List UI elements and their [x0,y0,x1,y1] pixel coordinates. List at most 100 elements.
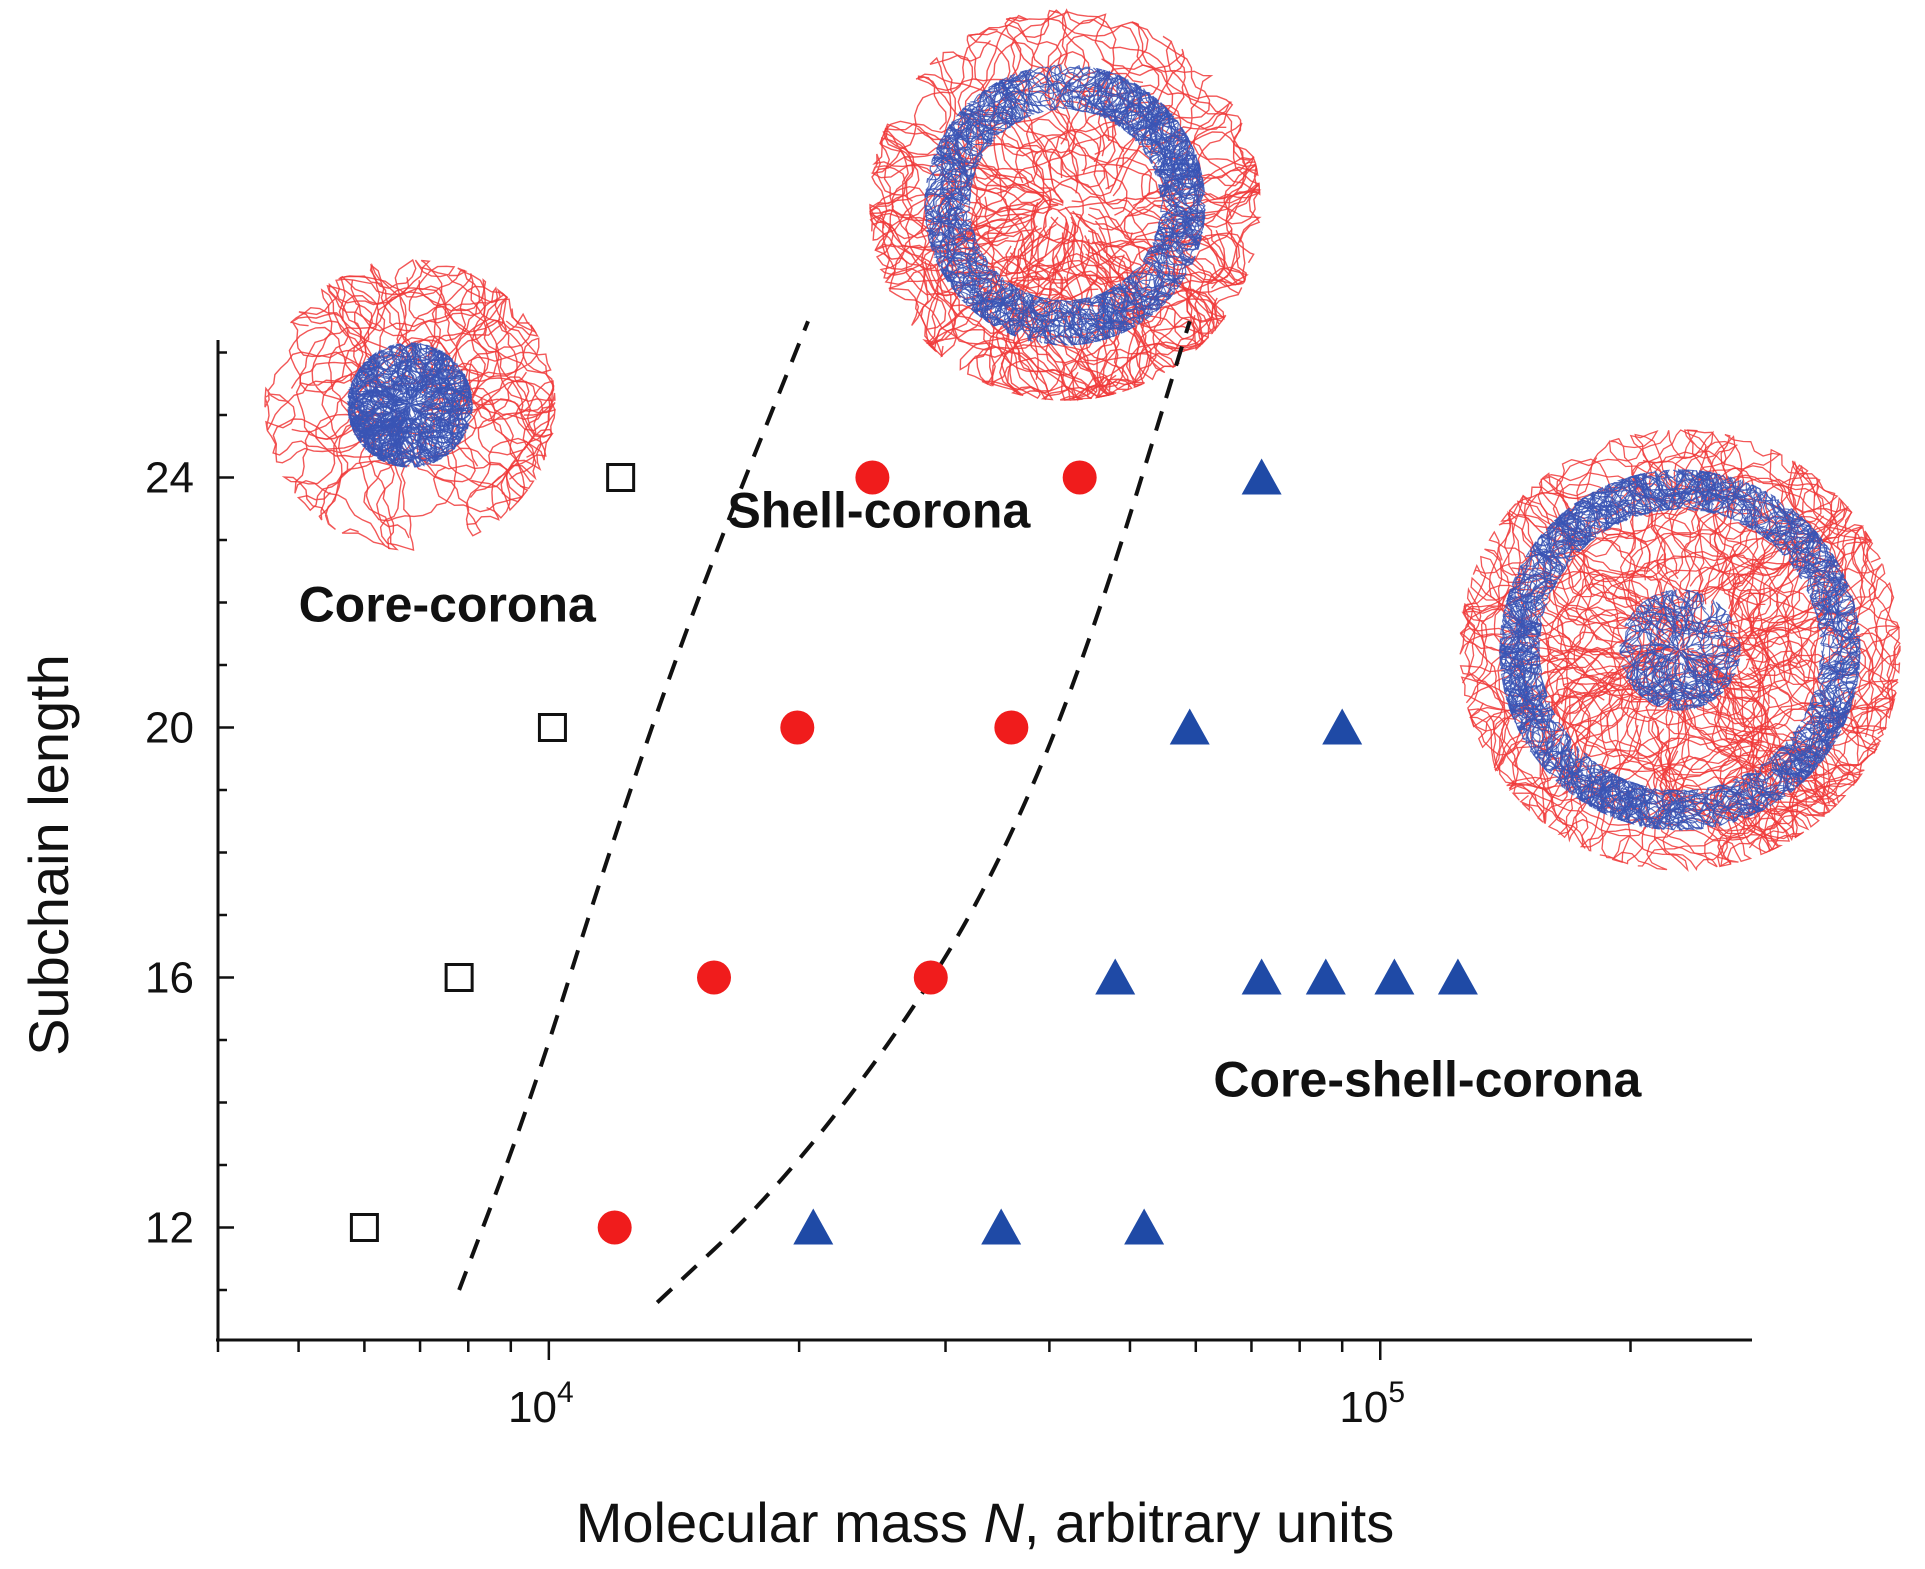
polymer-strand [1669,671,1718,712]
polymer-strand [412,363,463,434]
polymer-strand [1595,779,1644,828]
polymer-strand [1014,129,1262,289]
x-axis-title: Molecular mass N, arbitrary units [576,1491,1394,1554]
polymer-strand [982,76,1035,123]
polymer-strand [1785,527,1822,573]
polymer-strand [1052,297,1111,346]
core-shell-corona-point [1124,1208,1165,1245]
polymer-strand [936,150,977,264]
polymer-strand [1645,525,1865,726]
polymer-strand [363,262,508,370]
polymer-strand [415,354,453,423]
polymer-strand [1628,472,1677,514]
polymer-strand [1621,646,1680,679]
polymer-strand [1005,16,1234,142]
polymer-strand [1086,94,1161,153]
polymer-strand [1498,494,1668,632]
polymer-strand [1163,120,1186,198]
polymer-strand [1070,221,1226,402]
polymer-strand [1064,305,1129,345]
polymer-strand [944,251,998,283]
polymer-strand [1121,115,1190,193]
polymer-strand [1505,573,1559,654]
polymer-strand [349,418,415,460]
polymer-strand [1540,429,1715,641]
polymer-strand [1472,457,1681,634]
polymer-strand [1019,225,1206,384]
polymer-strand [1715,474,1810,532]
polymer-strand [349,395,429,451]
polymer-strand [1624,611,1691,649]
polymer-strand [1652,666,1699,707]
polymer-strand [943,260,1006,327]
polymer-strand [1533,529,1596,576]
polymer-strand [1005,66,1091,114]
polymer-strand [1499,583,1537,660]
polymer-strand [1817,617,1860,649]
polymer-strand [1130,273,1179,316]
shell-corona-point [597,1210,632,1245]
polymer-strand [946,111,1013,162]
polymer-strand [1033,297,1106,346]
polymer-strand [411,400,449,468]
polymer-strand [1538,705,1584,778]
polymer-strand [1076,288,1127,342]
polymer-strand [1465,582,1687,704]
shell-corona-point [855,460,890,495]
core-corona-point [537,713,567,742]
polymer-strand [1697,658,1864,840]
polymer-strand [1118,101,1258,286]
y-axis-title: Subchain length [17,654,80,1056]
core-blob [346,341,474,469]
polymer-strand [961,89,1023,140]
polymer-strand [1507,622,1544,703]
polymer-strand [951,109,980,229]
polymer-strand [1162,144,1205,202]
polymer-strand [416,398,554,489]
polymer-strand [318,411,410,539]
polymer-strand [1574,768,1625,818]
polymer-strand [1603,478,1668,531]
polymer-strand [1524,525,1560,630]
polymer-strand [1543,513,1588,570]
core-shell-corona-point [1241,958,1282,995]
polymer-strand [1506,681,1649,849]
polymer-strand [1553,501,1613,551]
polymer-strand [396,305,547,499]
polymer-strand [1152,214,1202,277]
polymer-strand [1631,655,1677,705]
core-shell-corona-micelle-image [1459,429,1901,873]
polymer-strand [986,74,1060,147]
polymer-strand [1066,300,1112,344]
polymer-strand [1521,737,1573,793]
polymer-strand [348,355,407,402]
x-tick-exponent: 5 [1388,1376,1405,1409]
polymer-strand [952,107,1005,142]
data-points [349,458,1478,1245]
polymer-strand [1720,567,1899,811]
polymer-strand [1681,633,1741,668]
polymer-strand [1517,554,1567,593]
polymer-strand [1654,650,1694,708]
polymer-strand [1548,741,1592,795]
x-tick-base: 10 [1339,1383,1388,1432]
core-shell-corona-point [1095,958,1136,995]
polymer-strand [1511,567,1638,823]
polymer-strand [347,392,417,440]
polymer-strand [1706,481,1814,544]
phase-boundaries [457,320,1192,1304]
polymer-strand [1662,589,1707,631]
shell-corona-point [1062,460,1097,495]
polymer-strand [348,383,406,456]
polymer-strand [953,121,993,174]
polymer-strand [924,171,976,225]
shell-corona-point [994,710,1029,745]
x-tick-label: 104 [508,1376,574,1432]
polymer-strand [1666,788,1698,832]
core-corona-point [349,1213,379,1242]
polymer-strand [1619,624,1669,656]
polymer-strand [1121,273,1158,324]
x-tick-exponent: 4 [557,1376,574,1409]
polymer-strand [1793,715,1833,774]
